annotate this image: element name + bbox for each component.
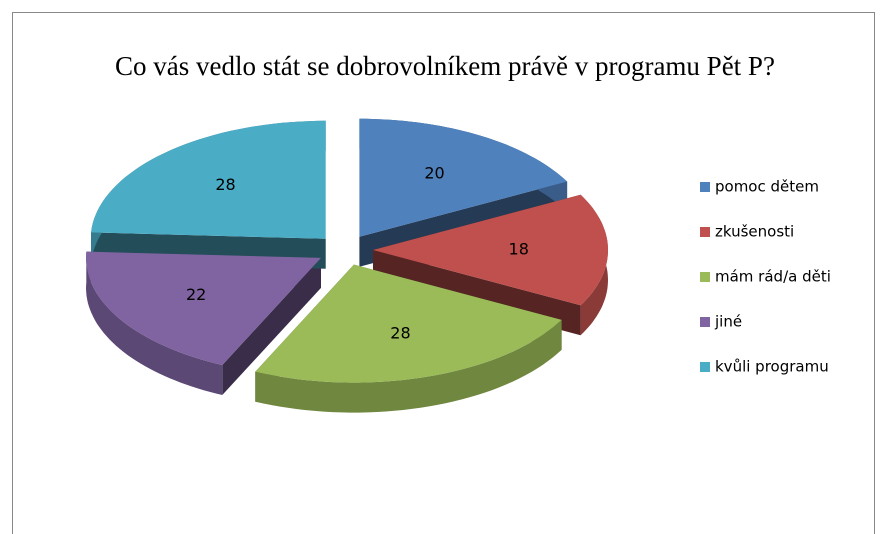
pie-slice: [359, 118, 568, 237]
chart-border: [12, 12, 875, 534]
data-label: 22: [186, 285, 206, 304]
legend-swatch: [700, 227, 710, 237]
pie-slice: [91, 120, 326, 239]
chart-title: Co vás vedlo stát se dobrovolníkem právě…: [115, 51, 775, 81]
legend-label: pomoc dětem: [715, 178, 819, 196]
slice-rim: [86, 251, 223, 395]
legend-swatch: [700, 272, 710, 282]
pie-slice: [373, 194, 608, 306]
pie-slice: [255, 264, 562, 383]
slice-wall: [222, 257, 321, 395]
legend-swatch: [700, 182, 710, 192]
legend-label: zkušenosti: [715, 223, 794, 241]
pie-slice: [86, 251, 321, 365]
legend: pomoc dětem zkušenosti mám rád/a děti jiné k…: [700, 178, 831, 376]
legend-swatch: [700, 362, 710, 372]
pie-tops: 20 18 28 22 28: [86, 118, 608, 383]
legend-swatch: [700, 317, 710, 327]
slice-rim: [255, 319, 562, 413]
legend-label: jiné: [714, 313, 742, 331]
data-label: 28: [390, 323, 410, 342]
data-label: 28: [215, 175, 235, 194]
legend-label: mám rád/a děti: [715, 268, 831, 286]
data-label: 20: [424, 164, 444, 183]
data-label: 18: [509, 240, 529, 259]
legend-label: kvůli programu: [715, 358, 829, 376]
